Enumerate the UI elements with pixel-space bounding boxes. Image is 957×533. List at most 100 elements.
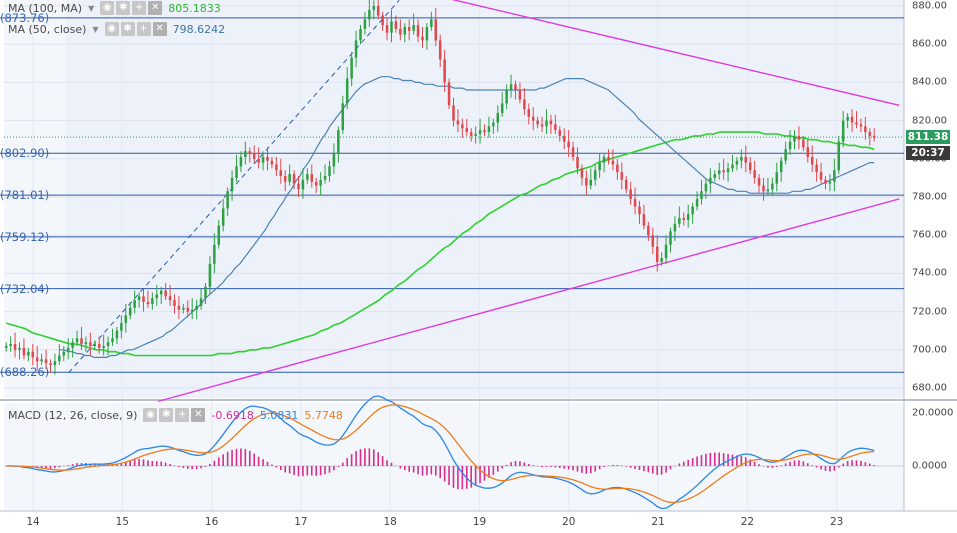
trendlines [68, 0, 900, 403]
candle-body [261, 156, 265, 163]
gear-icon[interactable]: ✱ [159, 408, 174, 422]
candle-body [430, 19, 433, 28]
candle [602, 153, 606, 173]
candle [607, 149, 610, 165]
candle [266, 147, 269, 171]
candle [199, 288, 203, 310]
candle-body [385, 25, 389, 33]
candle [239, 151, 243, 173]
candle-body [133, 300, 136, 308]
candle [655, 235, 659, 272]
candle-body [124, 315, 128, 324]
candle-body [545, 120, 548, 127]
chevron-down-icon[interactable]: ▼ [88, 3, 95, 13]
eye-icon[interactable]: ◉ [143, 408, 158, 422]
candle [744, 145, 748, 173]
chevron-down-icon[interactable]: ▼ [92, 24, 99, 34]
candle [682, 212, 686, 226]
candle [425, 23, 429, 50]
candle-body [248, 151, 252, 154]
candle-body [190, 309, 194, 312]
candle-body [638, 206, 641, 215]
close-icon[interactable]: ✕ [191, 408, 206, 422]
ma50-legend: MA (50, close) ▼ ◉ ✱ + ✕ 798.6242 [8, 21, 225, 37]
fib-extension-trendline [68, 0, 400, 374]
plus-icon[interactable]: + [132, 1, 147, 15]
eye-icon[interactable]: ◉ [104, 22, 119, 36]
candle-body [474, 133, 477, 136]
gear-icon[interactable]: ✱ [120, 22, 135, 36]
candle-body [128, 307, 132, 316]
candle-body [536, 120, 539, 125]
price-tick-label: 680.00 [912, 382, 947, 394]
candle-body [686, 214, 690, 220]
candle-body [850, 116, 854, 123]
candle-body [310, 174, 314, 182]
candle [717, 162, 721, 180]
candle [252, 145, 256, 163]
candle-body [593, 170, 597, 180]
close-icon[interactable]: ✕ [152, 22, 167, 36]
candle-body [195, 305, 198, 310]
candle [133, 290, 136, 314]
candle-body [350, 57, 353, 79]
candle-body [40, 359, 43, 362]
gear-icon[interactable]: ✱ [116, 1, 131, 15]
candle [283, 170, 287, 192]
price-tick-label: 880.00 [912, 0, 947, 12]
candle-body [438, 40, 442, 60]
candle-body [589, 179, 593, 186]
candle [137, 292, 141, 308]
candle [350, 51, 353, 87]
plus-icon[interactable]: + [136, 22, 151, 36]
candle-body [80, 338, 83, 345]
candle [62, 345, 66, 362]
candle-body [806, 147, 810, 157]
candle [514, 80, 517, 100]
candle [301, 168, 305, 199]
candle-body [793, 135, 796, 142]
candle-body [4, 345, 8, 348]
fib-level-label: (781.01) [0, 188, 50, 203]
candle [195, 300, 198, 320]
candle-body [642, 214, 646, 226]
candle-body [456, 120, 460, 125]
close-icon[interactable]: ✕ [148, 1, 163, 15]
candle-body [257, 158, 260, 163]
candle [478, 118, 482, 144]
macd-tick-label: 0.0000 [912, 460, 947, 472]
resistance-trendline [451, 0, 900, 107]
candle [13, 332, 17, 358]
candle-body [726, 168, 730, 173]
candle [793, 130, 796, 150]
candle-body [106, 342, 110, 346]
candle-body [567, 141, 570, 148]
candle [4, 342, 8, 352]
candle [819, 162, 823, 184]
eye-icon[interactable]: ◉ [100, 1, 115, 15]
candle [536, 116, 539, 129]
candle-body [151, 298, 154, 304]
candle-body [478, 130, 482, 134]
candle-body [18, 347, 21, 350]
candle-body [306, 174, 309, 180]
candle [84, 336, 88, 352]
candle-body [173, 300, 176, 306]
candle [673, 216, 677, 241]
candle-body [301, 179, 305, 190]
candle-body [368, 9, 371, 20]
candle-body [146, 302, 150, 304]
candle-body [332, 153, 336, 167]
candle [802, 135, 805, 152]
candle [775, 162, 779, 192]
candle-body [620, 172, 624, 180]
candle-body [341, 103, 345, 131]
candle-body [359, 28, 362, 41]
candle-body [722, 170, 725, 173]
candle [106, 336, 110, 356]
plus-icon[interactable]: + [175, 408, 190, 422]
candle-body [505, 90, 508, 104]
candle [403, 23, 407, 43]
candle-body [182, 307, 185, 310]
candle [571, 141, 575, 161]
